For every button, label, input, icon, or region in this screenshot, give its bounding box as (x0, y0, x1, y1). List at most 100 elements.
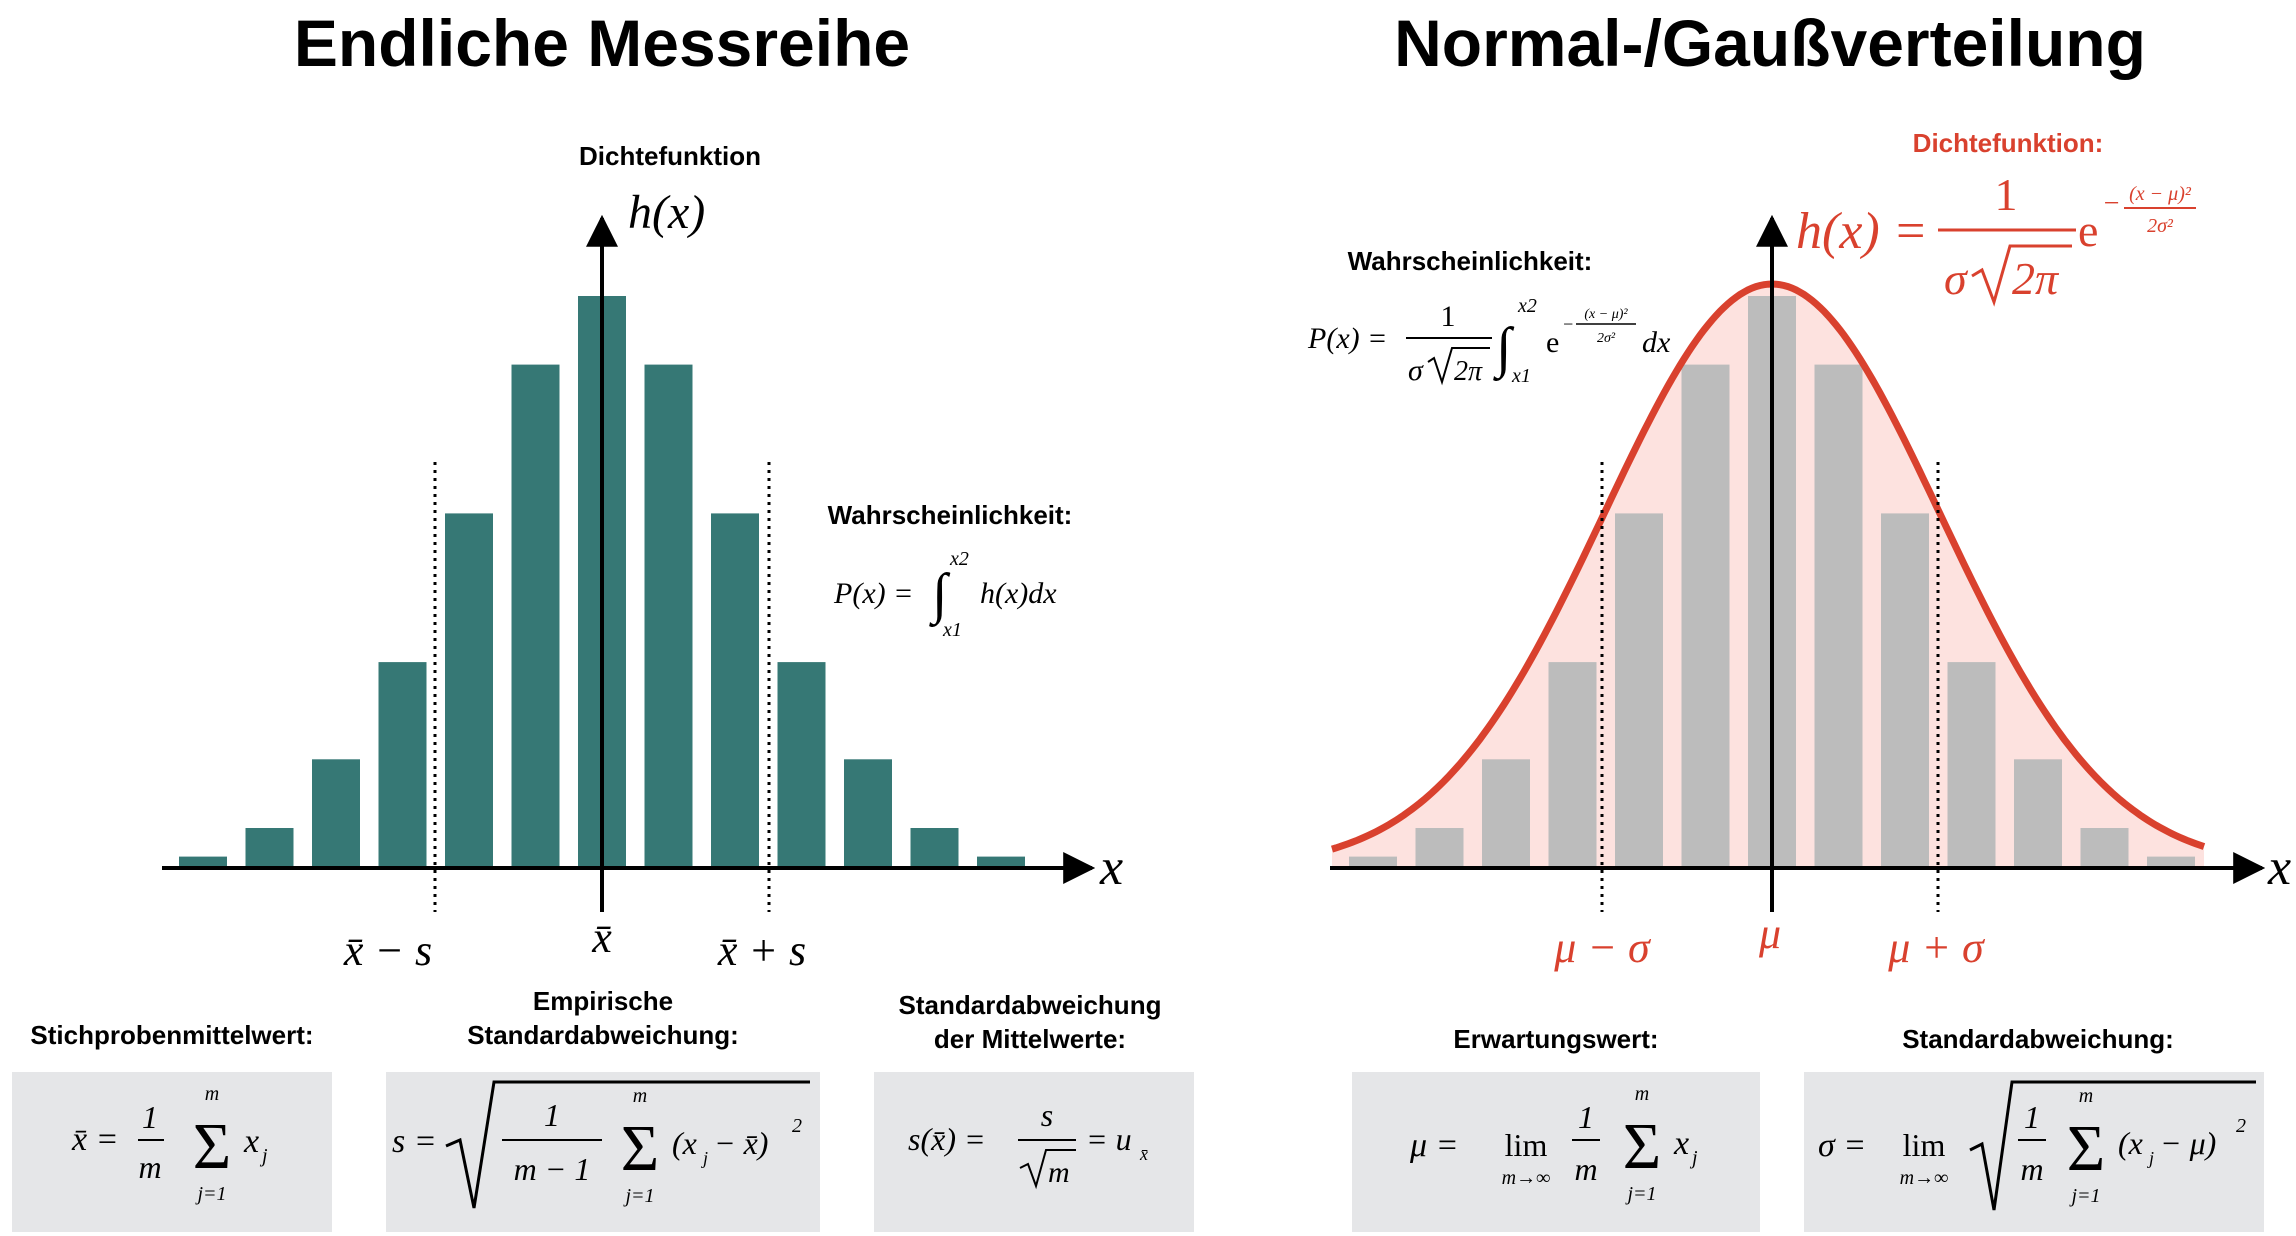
left-density-label: Dichtefunktion (579, 141, 761, 171)
svg-text:j: j (2147, 1148, 2154, 1168)
left-title: Endliche Messreihe (294, 6, 910, 80)
left-bar-2 (245, 828, 294, 868)
right-bar-11 (2014, 759, 2062, 868)
svg-text:m: m (138, 1149, 161, 1185)
svg-text:2σ²: 2σ² (1597, 331, 1616, 346)
svg-text:Σ: Σ (621, 1112, 659, 1185)
right-histogram (1349, 296, 2195, 868)
svg-text:x: x (1673, 1125, 1689, 1162)
svg-text:x̄ =: x̄ = (71, 1121, 119, 1158)
left-bar-1 (179, 856, 227, 868)
right-bar-8 (1814, 364, 1863, 868)
svg-text:m: m (205, 1083, 219, 1105)
svg-text:σ: σ (1944, 253, 1969, 304)
svg-text:2σ²: 2σ² (2147, 215, 2174, 237)
right-tick-minus: μ − σ (1553, 923, 1652, 972)
left-stat-box-3 (874, 1072, 1194, 1232)
svg-text:x2: x2 (949, 548, 969, 570)
svg-text:− μ): − μ) (2160, 1125, 2216, 1161)
left-bar-13 (977, 856, 1025, 868)
svg-text:j=1: j=1 (194, 1183, 226, 1205)
left-formula-std: s = 1 m − 1 m Σ j=1 (x j − x̄) 2 (392, 1080, 810, 1209)
svg-text:− x̄): − x̄) (714, 1125, 768, 1161)
svg-text:lim: lim (1505, 1127, 1548, 1163)
right-bar-4 (1548, 662, 1597, 868)
svg-text:1: 1 (544, 1097, 560, 1133)
svg-text:h(x) =: h(x) = (1796, 203, 1928, 260)
right-formula-sigma: σ = lim m→∞ 1 m m Σ j=1 (x j − μ) 2 (1818, 1080, 2256, 1211)
left-bar-6 (511, 364, 560, 868)
gauss-curve (1330, 280, 2206, 853)
left-tick-mean: x̄ (591, 913, 612, 962)
right-stat-label-2: Standardabweichung: (1902, 1024, 2174, 1054)
svg-text:Σ: Σ (2067, 1112, 2105, 1185)
right-bar-3 (1482, 759, 1530, 868)
svg-text:(x: (x (672, 1125, 697, 1161)
svg-text:j: j (701, 1148, 708, 1168)
left-prob-formula: P(x) = ∫ x2 x1 h(x)dx (833, 548, 1057, 641)
svg-text:j=1: j=1 (1624, 1183, 1656, 1205)
svg-text:m: m (2020, 1151, 2043, 1187)
left-x-axis-label: x (1099, 839, 1123, 896)
svg-text:1: 1 (1995, 169, 2018, 220)
right-bar-9 (1881, 513, 1929, 868)
svg-text:h(x)dx: h(x)dx (980, 577, 1057, 610)
svg-text:j: j (259, 1145, 268, 1167)
svg-text:−: − (1562, 314, 1574, 334)
left-stat-label-2b: Standardabweichung: (467, 1020, 739, 1050)
svg-text:m: m (2079, 1085, 2093, 1107)
svg-text:m: m (633, 1085, 647, 1107)
svg-text:1: 1 (1441, 300, 1456, 333)
svg-text:1: 1 (2024, 1099, 2040, 1135)
svg-text:dx: dx (1642, 326, 1671, 359)
svg-text:(x − μ)²: (x − μ)² (1584, 307, 1628, 322)
left-tick-minus: x̄ − s (343, 926, 432, 975)
svg-text:m − 1: m − 1 (514, 1151, 591, 1187)
svg-text:σ: σ (1408, 354, 1424, 387)
svg-text:2π: 2π (1454, 356, 1483, 387)
svg-text:e: e (2078, 205, 2098, 256)
right-tick-mean: μ (1758, 909, 1781, 958)
svg-text:1: 1 (1578, 1099, 1594, 1135)
left-histogram (179, 296, 1025, 868)
svg-text:x: x (243, 1123, 259, 1160)
left-stat-box-1 (12, 1072, 332, 1232)
svg-text:s: s (1041, 1097, 1053, 1133)
right-title: Normal-/Gaußverteilung (1394, 6, 2146, 80)
right-formula-expectation: μ = lim m→∞ 1 m m Σ j=1 x j (1409, 1083, 1698, 1205)
svg-text:Σ: Σ (193, 1110, 231, 1183)
left-bar-4 (378, 662, 427, 868)
left-stat-label-2a: Empirische (533, 986, 673, 1016)
svg-text:P(x) =: P(x) = (1307, 322, 1387, 355)
right-bar-5 (1615, 513, 1663, 868)
svg-text:j: j (1689, 1147, 1698, 1169)
right-prob-label: Wahrscheinlichkeit: (1348, 246, 1593, 276)
right-stat-box-2 (1804, 1072, 2264, 1232)
left-bar-3 (312, 759, 360, 868)
left-bar-8 (644, 364, 693, 868)
left-tick-plus: x̄ + s (717, 926, 806, 975)
svg-text:m→∞: m→∞ (1900, 1167, 1949, 1189)
left-bar-12 (910, 828, 959, 868)
left-bar-11 (844, 759, 892, 868)
right-stat-box-1 (1352, 1072, 1760, 1232)
svg-text:s(x̄) =: s(x̄) = (908, 1121, 986, 1157)
svg-text:e: e (1546, 326, 1559, 359)
right-x-axis-label: x (2267, 839, 2291, 896)
svg-text:lim: lim (1903, 1127, 1946, 1163)
right-prob-formula: P(x) = 1 σ 2π ∫ x2 x1 e − (x − μ)² 2σ² d… (1307, 295, 1671, 387)
svg-text:m: m (1635, 1083, 1649, 1105)
left-stat-label-3a: Standardabweichung (899, 990, 1162, 1020)
svg-text:2π: 2π (2012, 253, 2060, 304)
svg-text:∫: ∫ (1493, 317, 1515, 382)
svg-text:m→∞: m→∞ (1502, 1167, 1551, 1189)
left-bar-10 (777, 662, 826, 868)
svg-text:−: − (2102, 188, 2121, 219)
left-prob-label: Wahrscheinlichkeit: (828, 500, 1073, 530)
svg-text:(x: (x (2118, 1125, 2143, 1161)
left-bar-9 (711, 513, 759, 868)
right-bar-13 (2147, 856, 2195, 868)
svg-text:σ =: σ = (1818, 1127, 1866, 1164)
right-bar-6 (1681, 364, 1730, 868)
